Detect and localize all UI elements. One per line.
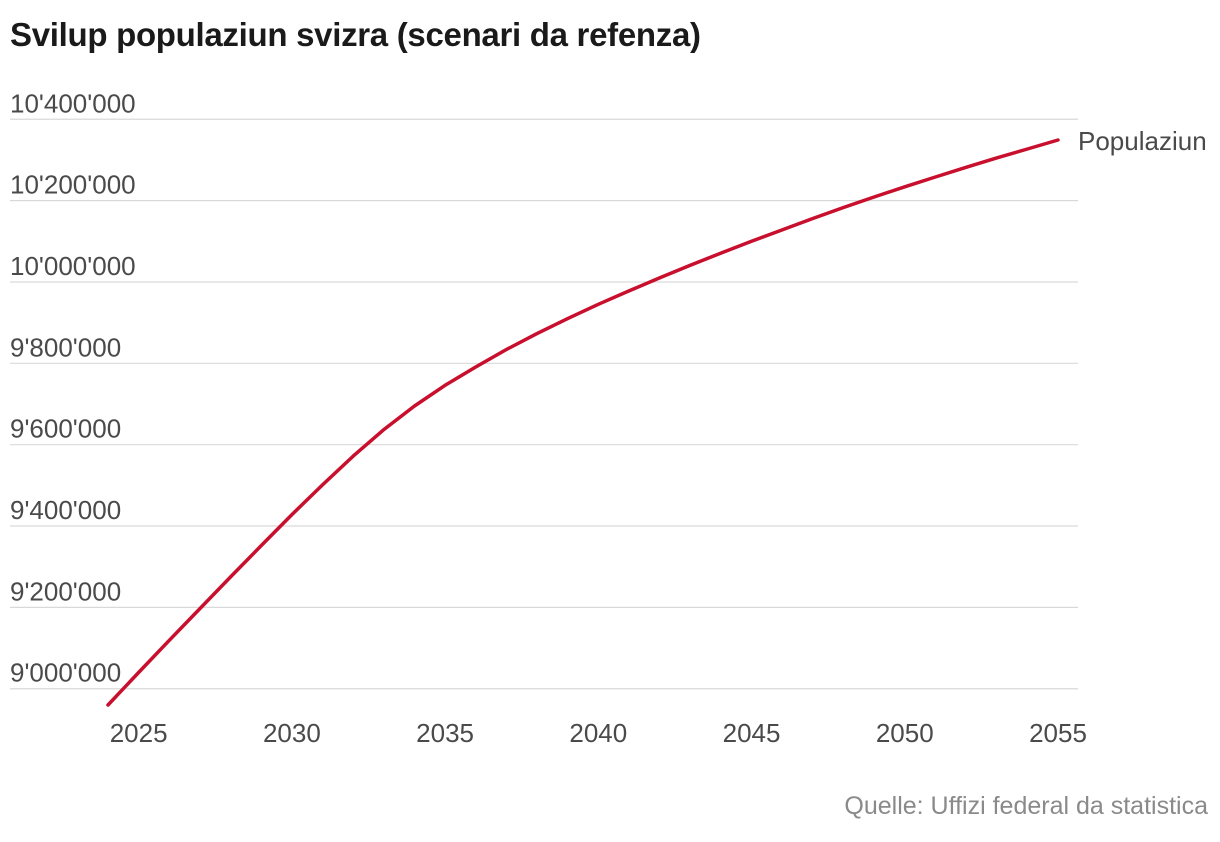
y-tick-label: 9'000'000: [10, 658, 121, 688]
gridlines: [10, 118, 1078, 690]
y-tick-label: 10'000'000: [10, 251, 136, 281]
x-tick-label: 2040: [569, 718, 627, 748]
y-tick-label: 10'400'000: [10, 88, 136, 118]
y-tick-label: 9'200'000: [10, 576, 121, 606]
x-tick-label: 2025: [110, 718, 168, 748]
y-tick-label: 9'800'000: [10, 332, 121, 362]
x-tick-label: 2030: [263, 718, 321, 748]
x-tick-label: 2035: [416, 718, 474, 748]
x-axis-tick-labels: 2025 2030 2035 2040 2045 2050 2055: [110, 718, 1087, 748]
x-tick-label: 2045: [723, 718, 781, 748]
series-label: Populaziun: [1078, 126, 1207, 156]
y-axis-tick-labels: 9'000'000 9'200'000 9'400'000 9'600'000 9'80…: [10, 88, 136, 687]
source-note: Quelle: Uffizi federal da statistica: [844, 792, 1208, 820]
chart-title: Svilup populaziun svizra (scenari da ref…: [10, 16, 701, 53]
y-tick-label: 9'600'000: [10, 414, 121, 444]
x-tick-label: 2055: [1029, 718, 1087, 748]
x-tick-label: 2050: [876, 718, 934, 748]
y-tick-label: 9'400'000: [10, 495, 121, 525]
series-line-populaziun: [106, 138, 1060, 707]
series-group: Populaziun: [106, 126, 1207, 707]
y-tick-label: 10'200'000: [10, 170, 136, 200]
